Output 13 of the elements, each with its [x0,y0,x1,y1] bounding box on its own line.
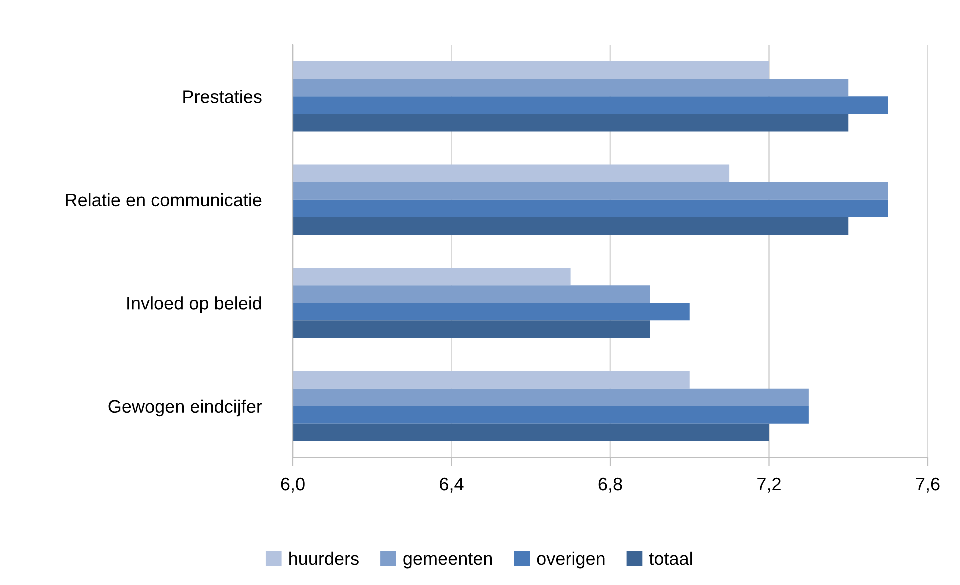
x-tick-label: 7,6 [916,478,940,493]
legend-label: overigen [537,552,605,569]
y-tick-label: Relatie en communicatie [66,193,262,207]
y-tick-label: Invloed op beleid [128,296,262,314]
y-tick-label: Prestaties [184,90,262,104]
y-tick-label: Gewogen eindcijfer [108,400,262,417]
x-tick-label: 6,8 [598,478,622,493]
x-tick-label: 6,4 [440,478,464,493]
x-tick-label: 6,0 [281,478,305,493]
legend-label: totaal [649,552,692,566]
legend-label: huurders [290,552,359,566]
x-tick-label: 7,2 [758,478,781,493]
legend-label: gemeenten [404,553,492,569]
